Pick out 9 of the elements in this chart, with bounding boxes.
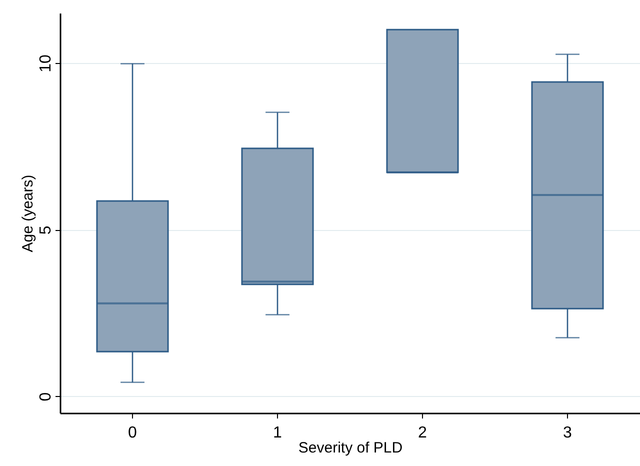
x-tick-label: 0 (128, 424, 138, 442)
x-axis-title: Severity of PLD (298, 440, 403, 456)
y-tick-label: 5 (38, 226, 54, 235)
x-tick-label: 3 (563, 424, 572, 442)
y-tick-label: 0 (38, 392, 54, 402)
x-tick-label: 1 (273, 424, 282, 442)
y-tick-label: 10 (38, 54, 54, 72)
x-tick-label: 2 (418, 424, 428, 442)
y-axis-title: Age (years) (20, 174, 36, 252)
